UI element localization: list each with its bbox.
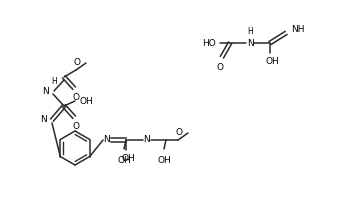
- Text: OH: OH: [265, 57, 279, 66]
- Text: H: H: [247, 27, 253, 36]
- Text: OH: OH: [157, 156, 171, 165]
- Text: H: H: [51, 77, 57, 86]
- Text: NH: NH: [291, 26, 304, 34]
- Text: N: N: [144, 135, 151, 144]
- Text: N: N: [42, 86, 49, 95]
- Text: N: N: [104, 135, 111, 144]
- Text: O: O: [176, 128, 182, 137]
- Text: O: O: [73, 93, 80, 102]
- Text: OH: OH: [121, 154, 135, 163]
- Text: HO: HO: [202, 39, 216, 48]
- Text: OH: OH: [117, 156, 131, 165]
- Text: N: N: [40, 115, 47, 124]
- Text: O: O: [73, 122, 80, 131]
- Text: OH: OH: [79, 98, 93, 106]
- Text: O: O: [217, 63, 223, 72]
- Text: N: N: [247, 39, 253, 48]
- Text: O: O: [74, 58, 80, 67]
